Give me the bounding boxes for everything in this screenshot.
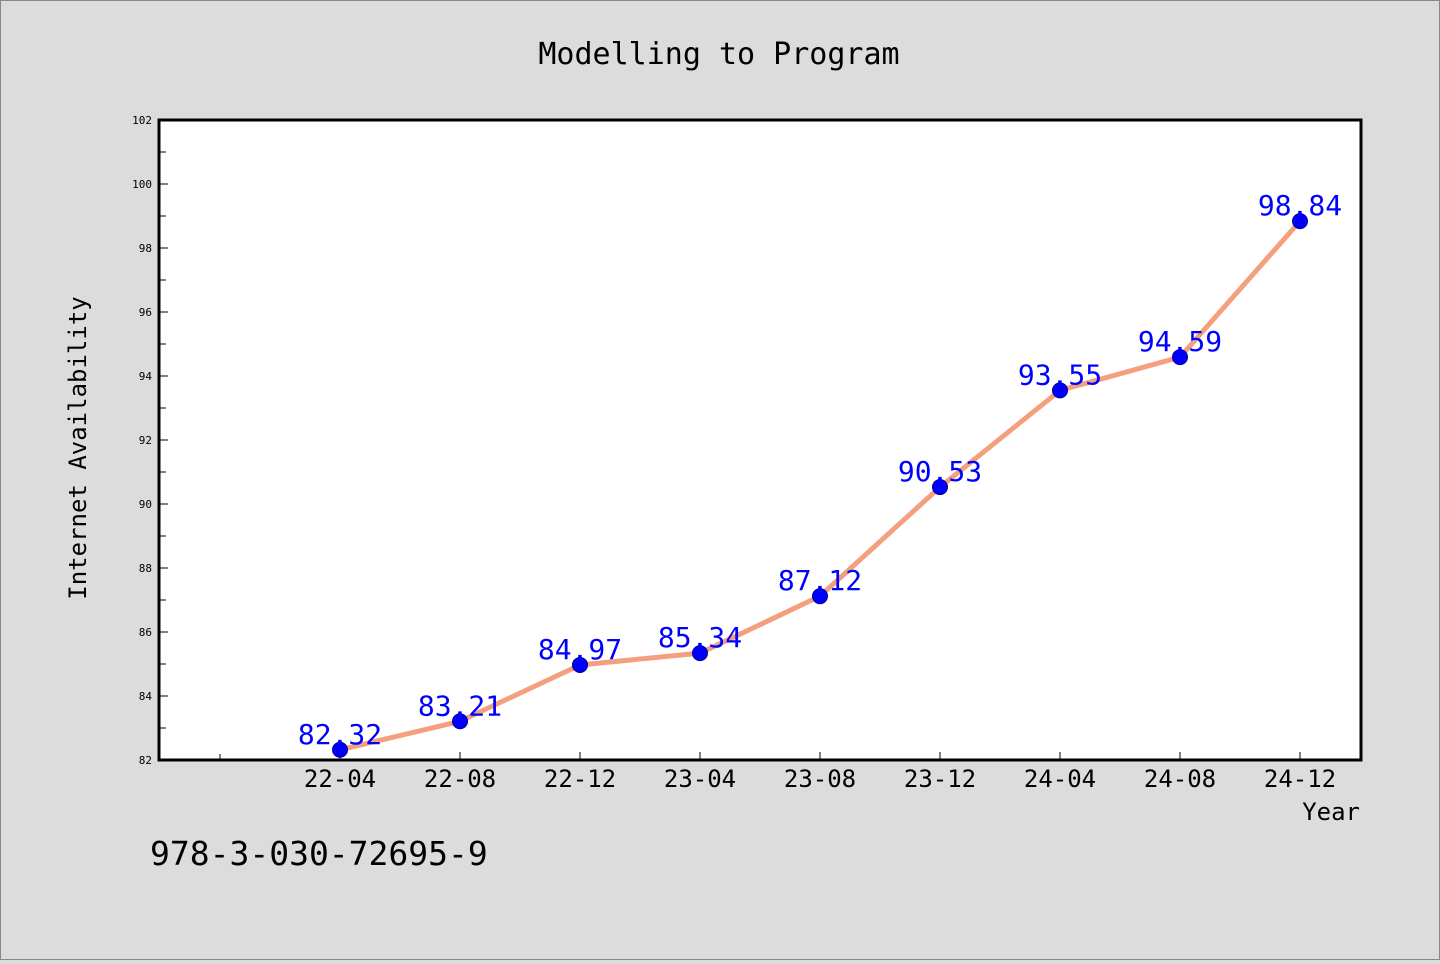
data-point [452,713,468,730]
y-tick-label: 94 [139,370,153,383]
data-label: 94.59 [1138,325,1222,358]
y-tick-label: 92 [139,434,152,447]
y-tick-label: 100 [132,178,152,191]
x-tick-label: 22-08 [424,765,496,793]
data-label: 82.32 [298,718,382,751]
x-axis: 22-04 22-08 22-12 23-04 23-08 23-12 24-04 24-08… [219,752,1336,793]
data-label: 85.34 [658,621,742,654]
data-point [332,741,348,758]
y-tick-label: 96 [139,306,152,319]
x-axis-label: Year [1302,798,1360,826]
y-tick-label: 82 [139,754,152,767]
x-tick-label: 22-04 [304,765,376,793]
data-point [1172,349,1188,366]
data-point [1292,213,1308,230]
y-tick-label: 90 [139,498,152,511]
data-label: 87.12 [778,564,862,597]
x-tick-label: 23-12 [904,765,976,793]
x-tick-label: 23-08 [784,765,856,793]
x-tick-label: 23-04 [664,765,736,793]
y-axis: 82 84 86 88 90 92 94 96 98 100 102 [132,114,168,767]
chart-title: Modelling to Program [538,37,899,72]
data-point [1052,382,1068,399]
data-point [812,588,828,605]
footer-isbn: 978-3-030-72695-9 [150,834,488,873]
plot-area [157,118,1363,762]
data-label: 93.55 [1018,358,1102,391]
y-tick-label: 98 [139,242,152,255]
data-point [932,479,948,496]
data-label: 98.84 [1258,189,1342,222]
y-axis-label: Internet Availability [64,296,92,599]
x-tick-label: 22-12 [544,765,616,793]
data-point [692,645,708,662]
series-layer: 82.32 83.21 84.97 85.34 87.12 90.53 93.55 94.59… [298,189,1342,758]
y-tick-label: 86 [139,626,152,639]
data-label: 90.53 [898,455,982,488]
x-tick-label: 24-12 [1264,765,1336,793]
x-tick-label: 24-08 [1144,765,1216,793]
y-tick-label: 88 [139,562,152,575]
data-label: 84.97 [538,633,622,666]
x-tick-label: 24-04 [1024,765,1096,793]
data-label: 83.21 [418,689,502,722]
y-tick-label: 84 [139,690,153,703]
y-tick-label: 102 [132,114,152,127]
data-point [572,656,588,673]
